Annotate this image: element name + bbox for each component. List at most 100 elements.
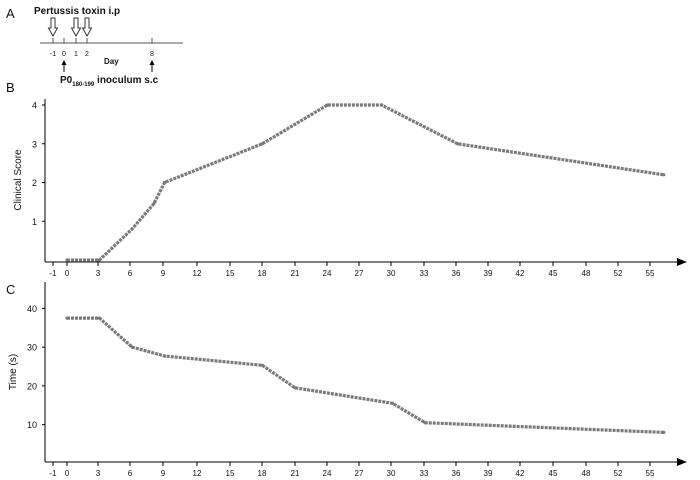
series-line [67,103,665,262]
chart-b-y-axis-label: Clinical Score [13,149,24,211]
y-tick-label: 1 [32,217,37,227]
toxin-arrow-icon [81,17,93,38]
x-tick-label: 39 [484,469,493,478]
inoculum-arrow-icon [61,60,67,72]
x-tick-label: 12 [193,469,202,478]
data-point [662,430,666,434]
x-tick-label: 45 [549,469,558,478]
inoculum-arrows [61,60,155,72]
x-tick-label: 55 [646,469,655,478]
x-tick-label: 6 [128,269,133,278]
x-tick-label: 15 [226,469,235,478]
timeline-top-label: Pertussis toxin i.p [34,6,120,17]
y-tick-label: 30 [27,343,37,353]
y-tick-label: 40 [27,304,37,314]
inoculum-arrow-icon [149,60,155,72]
timeline-bottom-label-main: P0 [60,75,73,86]
chart-b-y-ticks: 1 2 3 4 [32,101,45,227]
timeline-ticks: -1 0 1 2 8 [50,38,154,58]
x-tick-label: 52 [614,469,623,478]
y-tick-label: 4 [32,101,37,111]
x-tick-label: -1 [49,269,57,278]
x-tick-label: 0 [65,269,70,278]
x-tick-label: 21 [291,269,300,278]
chart-c-y-axis-label: Time (s) [8,354,19,390]
data-point [130,345,134,349]
x-tick-label: 48 [582,469,591,478]
x-tick-label: 30 [387,269,396,278]
toxin-arrows [47,17,93,38]
chart-c-y-ticks: 10 20 30 40 [27,304,45,430]
timeline-tick-label: 0 [62,51,66,58]
data-point [163,180,167,185]
x-tick-label: 36 [452,269,461,278]
data-point [130,227,134,231]
x-tick-label: 24 [323,269,332,278]
data-point [380,103,384,107]
x-tick-label: 30 [387,469,396,478]
series-line [67,316,664,434]
timeline-tick-label: -1 [50,51,56,58]
x-tick-label: 15 [226,269,235,278]
timeline-tick-label: 2 [85,51,89,58]
y-tick-label: 3 [32,139,37,149]
data-point [65,258,69,262]
x-tick-label: 18 [258,269,267,278]
y-tick-label: 10 [27,420,37,430]
x-tick-label: 24 [323,469,332,478]
data-point [390,401,395,405]
x-tick-label: 52 [614,269,623,278]
data-point [456,142,460,146]
x-tick-label: 6 [128,469,133,478]
x-tick-label: 0 [65,469,70,478]
data-point [97,258,102,262]
x-tick-label: 3 [96,469,101,478]
data-point [152,202,156,206]
y-tick-label: 20 [27,381,37,391]
x-tick-label: 42 [516,269,525,278]
x-tick-label: -1 [49,469,57,478]
timeline-bottom-label-sub: 180-199 [72,82,95,88]
toxin-arrow-icon [70,17,82,38]
x-tick-label: 36 [452,469,461,478]
x-tick-label: 12 [193,269,202,278]
panel-label-b: B [6,80,15,95]
x-tick-label: 33 [420,269,429,278]
x-tick-label: 3 [96,269,101,278]
x-tick-label: 33 [420,469,429,478]
chart-b-x-ticks: -1 0 3 6 9 12 15 18 21 24 27 30 33 36 39 42 45 48 52 55 [49,262,655,278]
chart-c-x-ticks: -1 0 3 6 9 12 15 18 21 24 27 30 33 36 39 42 45 48 52 55 [49,462,655,478]
data-point [325,103,329,107]
x-tick-label: 39 [484,269,493,278]
data-point [662,173,666,177]
x-tick-label: 42 [516,469,525,478]
x-tick-label: 21 [291,469,300,478]
panel-label-a: A [6,6,15,21]
x-tick-label: 48 [582,269,591,278]
timeline-bottom-label: P0180-199 inoculum s.c [60,75,159,88]
x-tick-label: 18 [258,469,267,478]
data-point [260,363,264,367]
chart-b-series [65,103,666,262]
timeline-axis-label: Day [104,57,119,66]
x-tick-label: 9 [161,269,166,278]
x-tick-label: 55 [646,269,655,278]
data-point [423,421,427,425]
data-point [163,354,167,358]
data-point [97,316,102,320]
y-tick-label: 2 [32,178,37,188]
chart-c-series [65,316,666,434]
toxin-arrow-icon [47,17,59,38]
x-tick-label: 9 [161,469,166,478]
data-point [293,386,297,390]
x-tick-label: 27 [355,269,364,278]
data-point [260,142,264,146]
timeline-tick-label: 1 [74,51,78,58]
panel-label-c: C [6,282,15,297]
data-point [65,316,69,320]
timeline-bottom-label-rest: inoculum s.c [94,75,158,86]
timeline-tick-label: 8 [150,51,154,58]
